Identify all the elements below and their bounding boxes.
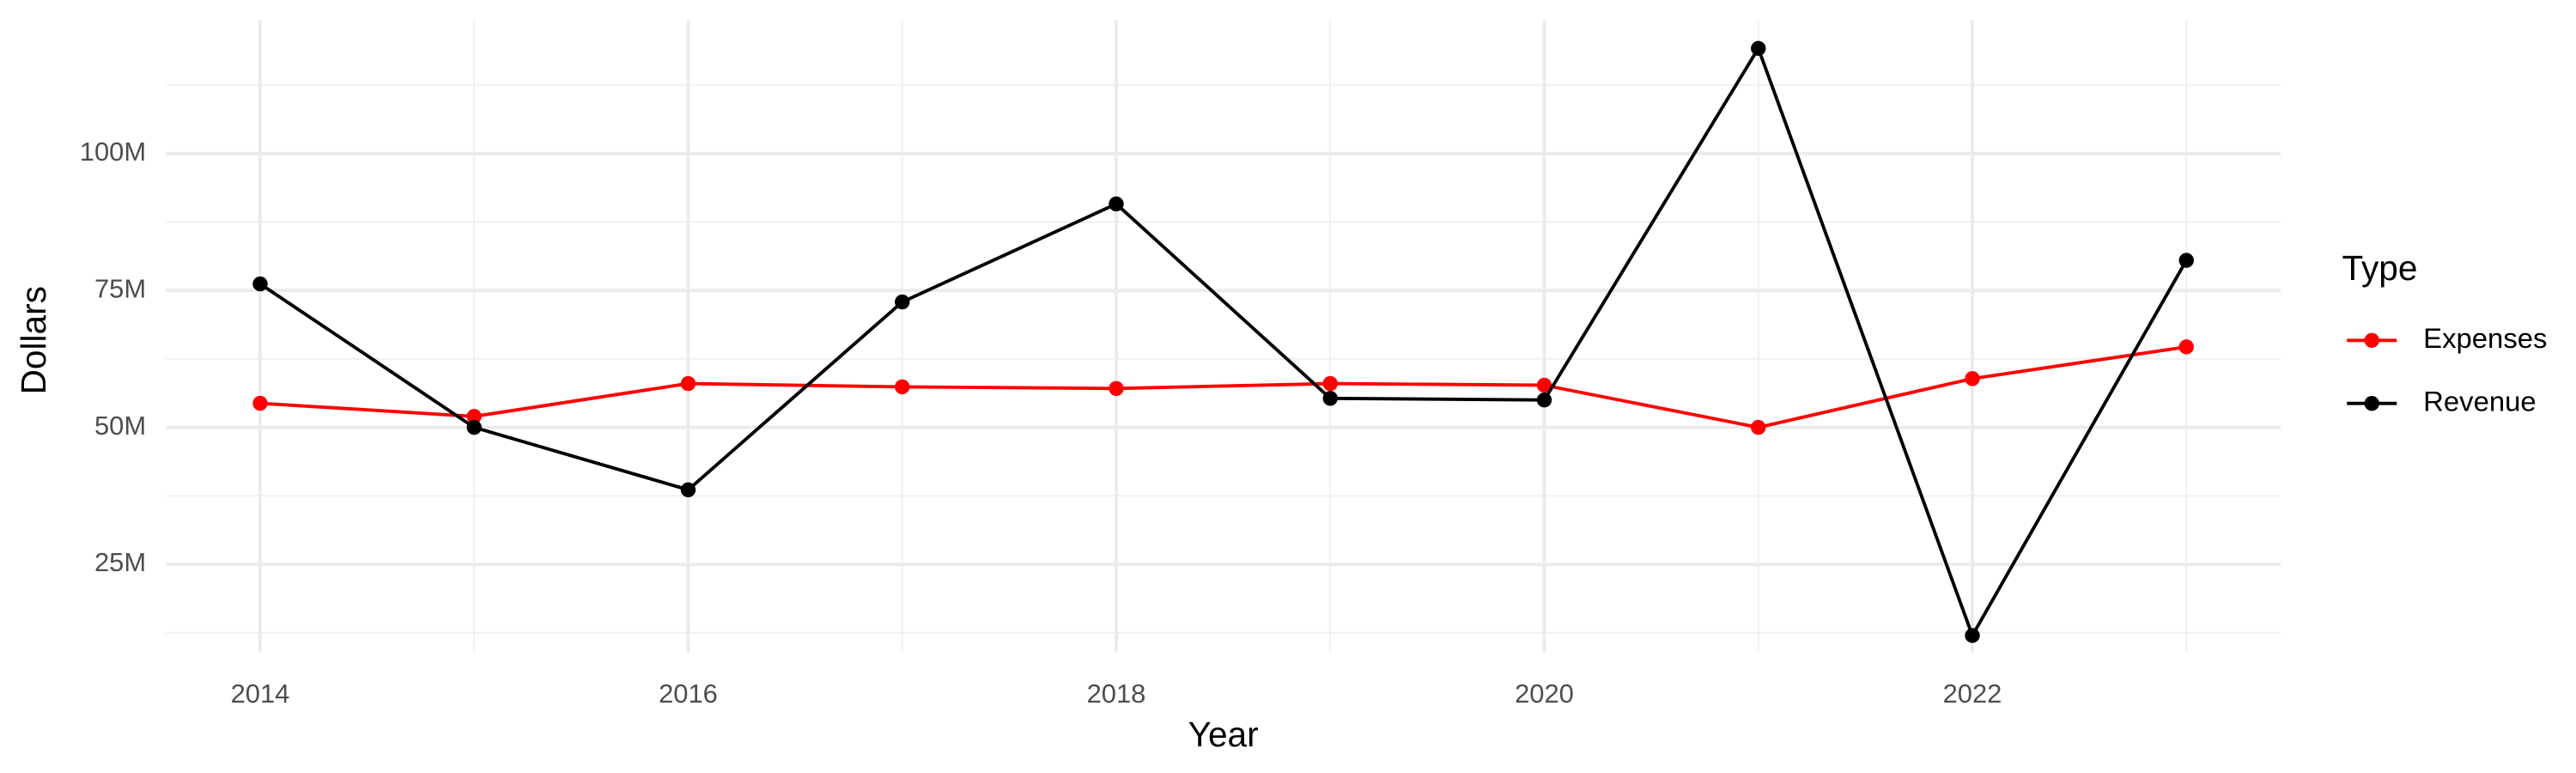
data-point <box>1751 419 1766 435</box>
data-point <box>680 482 696 497</box>
data-point <box>252 395 268 411</box>
series-line <box>258 44 2188 640</box>
data-point <box>1322 375 1338 392</box>
data-point <box>1965 628 1980 643</box>
data-point <box>1109 380 1124 397</box>
data-point <box>1536 377 1552 393</box>
y-tick-label: 75M <box>94 273 146 303</box>
data-point <box>252 276 268 292</box>
x-tick-label: 2020 <box>1515 679 1574 709</box>
legend-key-point <box>2364 332 2379 348</box>
x-tick-label: 2016 <box>659 679 718 709</box>
y-axis-title: Dollars <box>14 286 53 394</box>
legend-key-point <box>2364 396 2379 411</box>
x-tick-label: 2014 <box>231 679 290 709</box>
x-axis-title: Year <box>1188 715 1259 754</box>
data-point <box>895 379 910 395</box>
data-point <box>1965 371 1980 386</box>
data-point <box>466 409 482 424</box>
y-tick-label: 25M <box>94 547 146 577</box>
legend-title: Type <box>2342 248 2417 288</box>
data-point <box>1751 40 1766 57</box>
legend-label: Expenses <box>2423 322 2547 354</box>
legend-label: Revenue <box>2423 385 2537 417</box>
data-point <box>1322 391 1338 406</box>
data-point <box>895 294 910 310</box>
data-point <box>2178 253 2194 268</box>
x-tick-label: 2018 <box>1087 679 1146 709</box>
data-point <box>466 419 482 435</box>
grid <box>166 20 2281 653</box>
data-point <box>2178 339 2194 355</box>
series-line <box>259 344 2187 429</box>
y-tick-label: 50M <box>94 411 146 441</box>
x-tick-label: 2022 <box>1943 679 2002 709</box>
y-tick-label: 100M <box>80 137 146 167</box>
data-point <box>1536 393 1552 408</box>
data-point <box>1109 196 1124 212</box>
data-point <box>680 375 696 392</box>
